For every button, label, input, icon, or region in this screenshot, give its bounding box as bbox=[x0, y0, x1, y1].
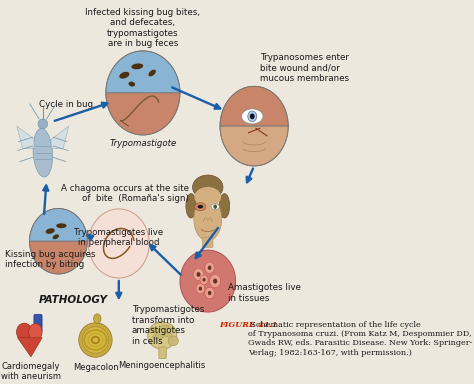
Ellipse shape bbox=[164, 332, 172, 337]
Polygon shape bbox=[89, 209, 149, 278]
Ellipse shape bbox=[194, 197, 222, 241]
Circle shape bbox=[213, 278, 217, 284]
Ellipse shape bbox=[194, 187, 221, 207]
Ellipse shape bbox=[168, 336, 179, 346]
Circle shape bbox=[205, 287, 214, 299]
Circle shape bbox=[210, 275, 221, 288]
FancyBboxPatch shape bbox=[202, 238, 213, 247]
Ellipse shape bbox=[53, 234, 59, 239]
Ellipse shape bbox=[250, 114, 255, 119]
Ellipse shape bbox=[38, 119, 47, 129]
Ellipse shape bbox=[211, 204, 219, 210]
Text: Infected kissing bug bites,
and defecates,
trypomastigotes
are in bug feces: Infected kissing bug bites, and defecate… bbox=[85, 8, 201, 48]
Ellipse shape bbox=[159, 325, 169, 330]
Circle shape bbox=[208, 266, 211, 270]
Text: Trypomastigotes
transform into
amastigotes
in cells: Trypomastigotes transform into amastigot… bbox=[132, 305, 204, 346]
Polygon shape bbox=[106, 51, 180, 93]
Polygon shape bbox=[180, 250, 236, 312]
Ellipse shape bbox=[119, 72, 129, 79]
Ellipse shape bbox=[242, 109, 263, 124]
Circle shape bbox=[208, 291, 211, 295]
Ellipse shape bbox=[151, 327, 159, 333]
Ellipse shape bbox=[219, 194, 229, 218]
Ellipse shape bbox=[17, 323, 32, 341]
Text: PATHOLOGY: PATHOLOGY bbox=[39, 295, 108, 305]
Text: Amastigotes live
in tissues: Amastigotes live in tissues bbox=[228, 283, 301, 303]
Ellipse shape bbox=[148, 322, 177, 349]
Text: Megacolon: Megacolon bbox=[73, 363, 118, 372]
Ellipse shape bbox=[33, 128, 53, 177]
Ellipse shape bbox=[198, 205, 203, 209]
Polygon shape bbox=[106, 93, 180, 135]
Polygon shape bbox=[29, 241, 87, 274]
Circle shape bbox=[205, 262, 214, 273]
Polygon shape bbox=[220, 126, 288, 166]
Polygon shape bbox=[220, 86, 288, 126]
Ellipse shape bbox=[56, 223, 66, 228]
Text: Trypomastigote: Trypomastigote bbox=[109, 139, 176, 147]
Ellipse shape bbox=[195, 203, 206, 211]
Polygon shape bbox=[29, 209, 87, 241]
FancyBboxPatch shape bbox=[34, 314, 42, 332]
Polygon shape bbox=[18, 338, 42, 357]
Circle shape bbox=[199, 286, 202, 291]
Polygon shape bbox=[51, 126, 69, 148]
Ellipse shape bbox=[153, 334, 164, 339]
Ellipse shape bbox=[206, 218, 210, 221]
Ellipse shape bbox=[213, 205, 217, 209]
Circle shape bbox=[202, 278, 206, 281]
Ellipse shape bbox=[79, 323, 112, 357]
Ellipse shape bbox=[186, 194, 196, 218]
Circle shape bbox=[197, 272, 201, 277]
Ellipse shape bbox=[148, 70, 156, 76]
Ellipse shape bbox=[192, 175, 223, 199]
Text: Kissing bug acquires
infection by biting: Kissing bug acquires infection by biting bbox=[5, 250, 95, 270]
Ellipse shape bbox=[82, 327, 109, 353]
Ellipse shape bbox=[248, 111, 257, 122]
Text: FIGURE 44.1: FIGURE 44.1 bbox=[219, 321, 277, 329]
Ellipse shape bbox=[46, 228, 55, 234]
Circle shape bbox=[193, 268, 204, 281]
Ellipse shape bbox=[131, 63, 143, 69]
Circle shape bbox=[200, 275, 208, 285]
Text: Trypanosomes enter
bite wound and/or
mucous membranes: Trypanosomes enter bite wound and/or muc… bbox=[260, 53, 349, 83]
Ellipse shape bbox=[128, 81, 135, 86]
Text: Schematic representation of the life cycle
of Trypanosoma cruzi. (From Katz M, D: Schematic representation of the life cyc… bbox=[248, 321, 472, 356]
Ellipse shape bbox=[93, 314, 101, 324]
Text: Trypomastigotes live
in peripheral blood: Trypomastigotes live in peripheral blood bbox=[74, 228, 164, 247]
Text: Cardiomegaly
with aneurism: Cardiomegaly with aneurism bbox=[1, 362, 61, 381]
Polygon shape bbox=[17, 126, 35, 148]
Ellipse shape bbox=[29, 324, 42, 340]
Text: Meningoencephalitis: Meningoencephalitis bbox=[118, 361, 206, 370]
Text: Cycle in bug: Cycle in bug bbox=[39, 101, 93, 109]
Text: A chagoma occurs at the site
of  bite  (Romaña's sign): A chagoma occurs at the site of bite (Ro… bbox=[61, 184, 189, 203]
Circle shape bbox=[196, 283, 205, 294]
FancyBboxPatch shape bbox=[159, 347, 166, 359]
